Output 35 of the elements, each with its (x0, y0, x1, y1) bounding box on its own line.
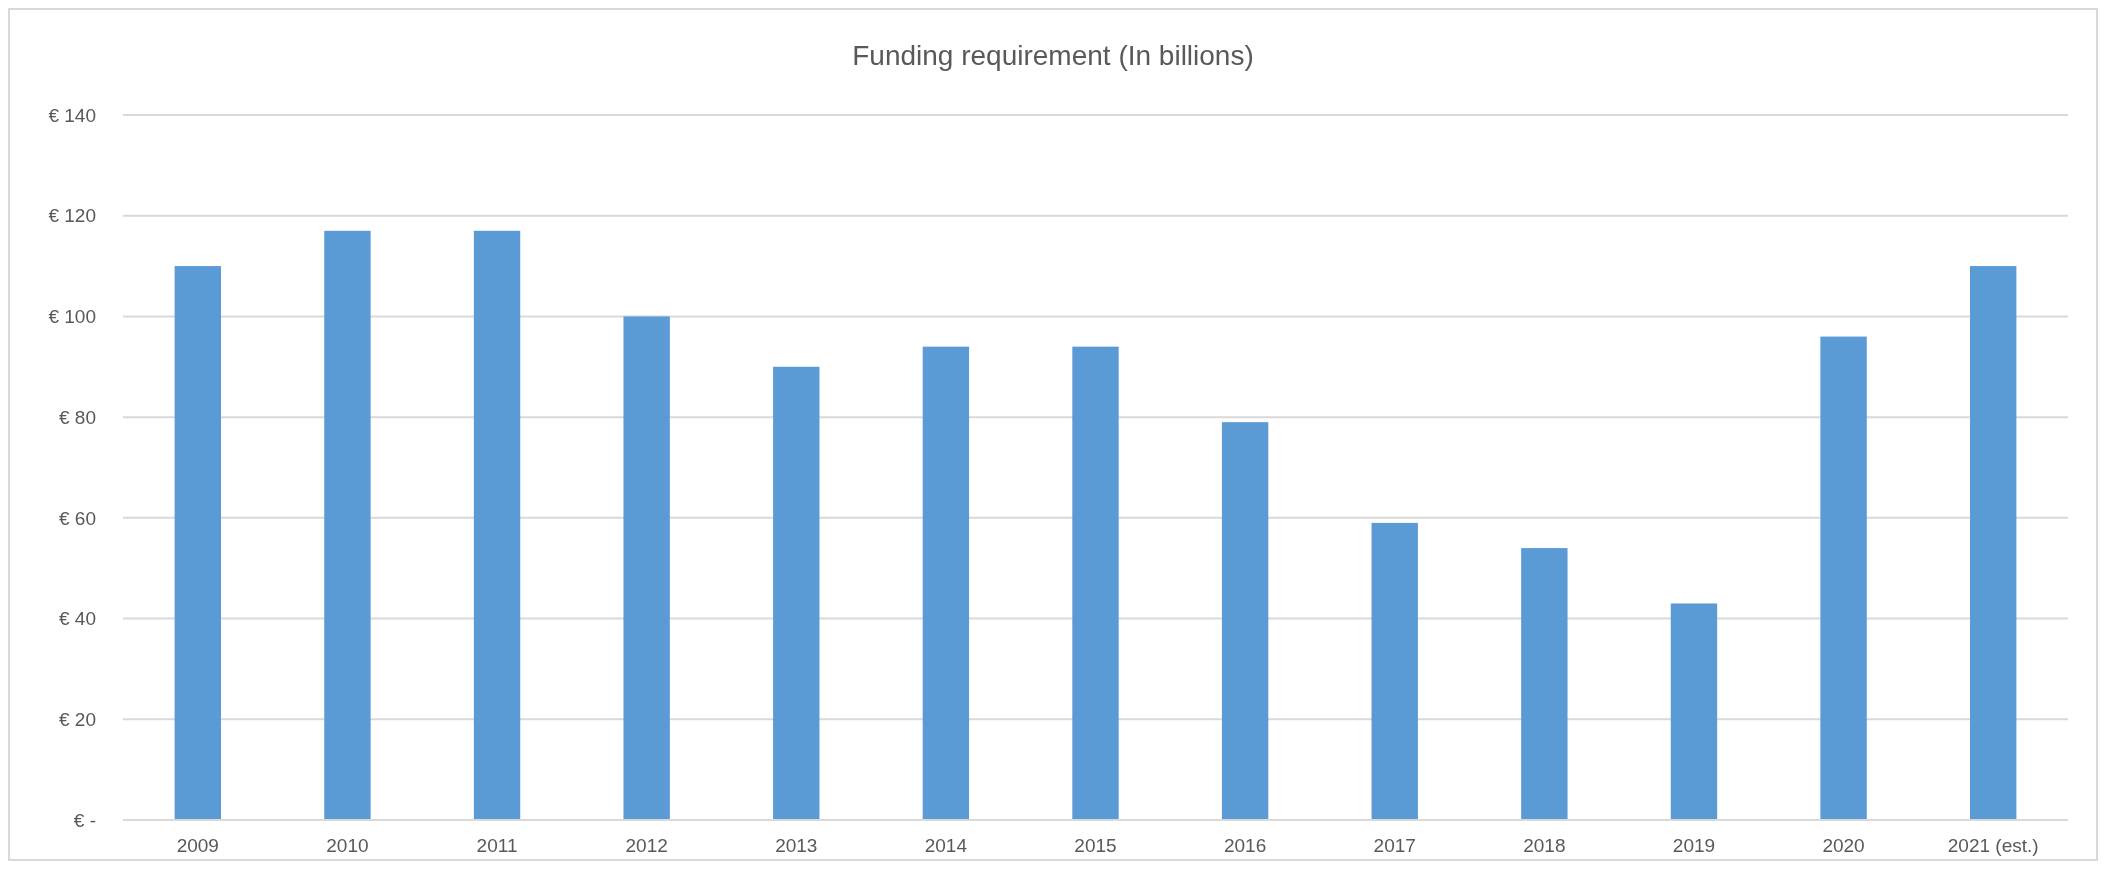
y-tick-label: € 120 (48, 205, 96, 227)
bar (324, 230, 371, 820)
y-tick-label: € 60 (59, 507, 96, 529)
x-tick-label: 2015 (1074, 835, 1117, 856)
x-tick-label: 2017 (1373, 835, 1416, 856)
bar (1521, 548, 1568, 820)
bar (1072, 346, 1119, 820)
chart-title: Funding requirement (In billions) (852, 40, 1254, 71)
y-tick-label: € 40 (59, 608, 96, 630)
x-tick-label: 2012 (625, 835, 668, 856)
x-tick-label: 2016 (1223, 835, 1267, 856)
x-tick-label: 2010 (326, 835, 369, 856)
x-tick-label: 2019 (1672, 835, 1716, 856)
x-tick-label: 2014 (924, 835, 968, 856)
bar (773, 366, 820, 820)
bar (174, 266, 221, 820)
bar (1221, 422, 1269, 820)
bar (1670, 603, 1718, 820)
bar (1820, 336, 1867, 820)
y-tick-label: € 140 (48, 104, 96, 126)
bar (1371, 522, 1418, 820)
y-tick-label: € 100 (48, 306, 96, 328)
bar (473, 230, 521, 820)
x-tick-label: 2021 (est.) (1947, 835, 2039, 856)
x-tick-label: 2013 (775, 835, 818, 856)
x-tick-label: 2009 (176, 835, 219, 856)
x-tick-label: 2018 (1523, 835, 1566, 856)
x-tick-label: 2020 (1822, 835, 1865, 856)
y-tick-label: € 20 (59, 708, 96, 730)
y-tick-label: € - (73, 809, 96, 831)
bar (1970, 266, 2017, 820)
y-tick-label: € 80 (59, 406, 96, 428)
bar (623, 316, 670, 820)
x-tick-label: 2011 (476, 835, 518, 856)
bar (922, 346, 970, 820)
